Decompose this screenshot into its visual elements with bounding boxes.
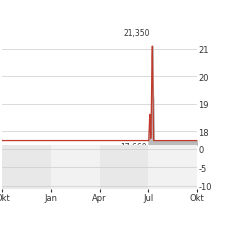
Bar (100, 145, 148, 189)
Bar (2, 145, 51, 189)
Text: 21,350: 21,350 (123, 29, 150, 38)
Bar (148, 145, 197, 189)
Bar (51, 145, 100, 189)
Text: 17,660: 17,660 (120, 142, 147, 151)
